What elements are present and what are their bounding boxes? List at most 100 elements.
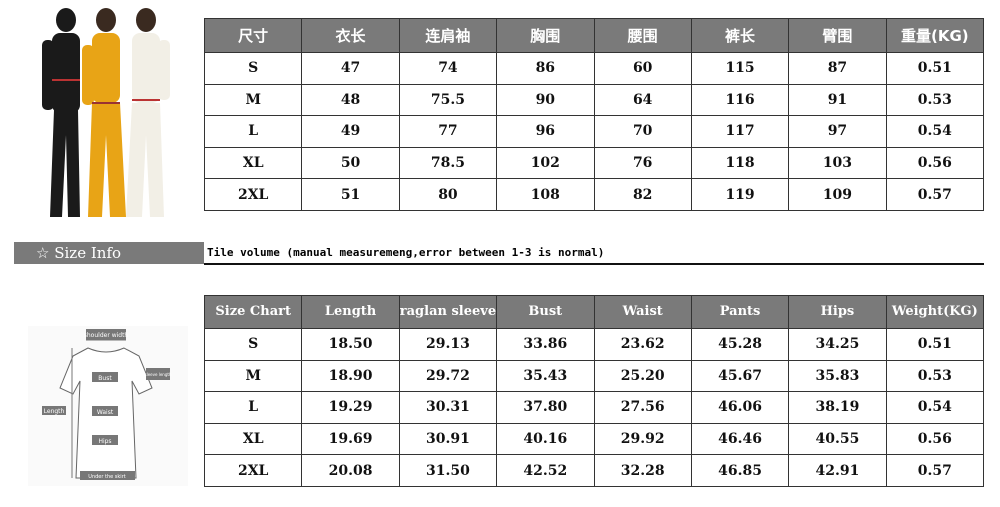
table-cell: 42.52: [496, 454, 595, 487]
table-cell: 34.25: [788, 328, 887, 361]
table-cell: 2XL: [203, 178, 303, 211]
table-cell: 18.90: [301, 359, 400, 393]
table-cell: 109: [788, 178, 887, 211]
table-cell: 23.62: [593, 328, 692, 361]
table-cell: 64: [593, 83, 692, 117]
table-cell: 0.57: [885, 178, 985, 211]
table-cell: 0.53: [885, 359, 985, 393]
header-cell: 连肩袖: [398, 18, 498, 53]
header-cell: 腰围: [593, 18, 692, 53]
table-cell: 32.28: [593, 454, 692, 487]
table-row: 2XL 20.08 31.50 42.52 32.28 46.85 42.91 0.57: [203, 454, 985, 487]
table-cell: 46.85: [690, 454, 790, 487]
table-cell: 35.43: [496, 359, 595, 393]
table-cell: S: [203, 52, 303, 85]
table-cell: M: [203, 359, 303, 393]
table-cell: 0.53: [885, 83, 985, 117]
table-cell: 2XL: [203, 454, 303, 487]
table-cell: 48: [301, 83, 400, 117]
diagram-label: shoulder width: [84, 332, 129, 339]
table-cell: 87: [788, 52, 887, 85]
table-cell: 78.5: [398, 146, 498, 180]
header-cell: 衣长: [301, 18, 400, 53]
diagram-label: sleeve length: [145, 372, 172, 377]
header-cell: 重量(KG): [885, 18, 985, 53]
table-cell: 91: [788, 83, 887, 117]
table-cell: XL: [203, 146, 303, 180]
table-cell: 50: [301, 146, 400, 180]
header-cell: 尺寸: [203, 18, 303, 53]
table-cell: 29.13: [398, 328, 498, 361]
table-cell: 18.50: [301, 328, 400, 361]
header-cell: Weight(KG): [885, 295, 985, 329]
divider: [204, 263, 984, 265]
table-cell: 49: [301, 115, 400, 148]
table-cell: 115: [690, 52, 790, 85]
table-cell: 25.20: [593, 359, 692, 393]
table-row: S 47 74 86 60 115 87 0.51: [203, 52, 985, 85]
table-cell: 86: [496, 52, 595, 85]
table-cell: 0.54: [885, 115, 985, 148]
diagram-label: Bust: [98, 375, 112, 382]
diagram-label: Length: [44, 408, 65, 415]
header-row: 尺寸 衣长 连肩袖 胸围 腰围 裤长 臂围 重量(KG): [203, 18, 985, 53]
table-cell: 70: [593, 115, 692, 148]
header-cell: Pants: [690, 295, 790, 329]
table-row: L 49 77 96 70 117 97 0.54: [203, 115, 985, 148]
diagram-label: Under the skirt: [88, 474, 125, 480]
table-cell: 0.51: [885, 328, 985, 361]
header-cell: Size Chart: [203, 295, 303, 329]
table-row: XL 50 78.5 102 76 118 103 0.56: [203, 146, 985, 180]
table-row: XL 19.69 30.91 40.16 29.92 46.46 40.55 0.56: [203, 422, 985, 456]
measurement-note: Tile volume (manual measuremeng,error be…: [207, 246, 605, 259]
header-cell: Hips: [788, 295, 887, 329]
table-cell: 82: [593, 178, 692, 211]
table-cell: 90: [496, 83, 595, 117]
garment-measurement-diagram: shoulder width sleeve length Bust Length…: [28, 326, 188, 486]
table-cell: 0.57: [885, 454, 985, 487]
table-cell: 29.92: [593, 422, 692, 456]
table-cell: 77: [398, 115, 498, 148]
table-cell: S: [203, 328, 303, 361]
table-cell: 19.29: [301, 391, 400, 424]
table-cell: 42.91: [788, 454, 887, 487]
table-cell: 103: [788, 146, 887, 180]
table-cell: 30.91: [398, 422, 498, 456]
table-cell: 46.06: [690, 391, 790, 424]
table-cell: 76: [593, 146, 692, 180]
table-cell: L: [203, 115, 303, 148]
table-cell: 46.46: [690, 422, 790, 456]
table-cell: 35.83: [788, 359, 887, 393]
table-cell: 47: [301, 52, 400, 85]
table-row: M 48 75.5 90 64 116 91 0.53: [203, 83, 985, 117]
table-cell: 117: [690, 115, 790, 148]
table-cell: 118: [690, 146, 790, 180]
table-cell: 40.55: [788, 422, 887, 456]
header-cell: Waist: [593, 295, 692, 329]
table-cell: 0.56: [885, 146, 985, 180]
header-cell: Bust: [496, 295, 595, 329]
table-cell: 51: [301, 178, 400, 211]
table-cell: 97: [788, 115, 887, 148]
table-cell: 74: [398, 52, 498, 85]
table-cell: 0.51: [885, 52, 985, 85]
table-cell: 75.5: [398, 83, 498, 117]
size-table-cm: 尺寸 衣长 连肩袖 胸围 腰围 裤长 臂围 重量(KG) S 47 74 86 60 115 87 0.51…: [203, 18, 985, 211]
size-table-inch: Size Chart Length raglan sleeve Bust Waist Pa…: [203, 295, 985, 487]
table-cell: 30.31: [398, 391, 498, 424]
header-cell: raglan sleeve: [398, 295, 498, 329]
header-row: Size Chart Length raglan sleeve Bust Waist Pa…: [203, 295, 985, 329]
size-info-label: Size Info: [54, 244, 122, 262]
table-row: S 18.50 29.13 33.86 23.62 45.28 34.25 0.51: [203, 328, 985, 361]
table-row: 2XL 51 80 108 82 119 109 0.57: [203, 178, 985, 211]
table-row: M 18.90 29.72 35.43 25.20 45.67 35.83 0.53: [203, 359, 985, 393]
table-cell: 0.56: [885, 422, 985, 456]
star-outline-icon: ☆: [36, 244, 50, 262]
size-info-bar: ☆ Size Info: [14, 242, 204, 264]
header-cell: 胸围: [496, 18, 595, 53]
table-cell: 108: [496, 178, 595, 211]
table-cell: 20.08: [301, 454, 400, 487]
table-cell: 119: [690, 178, 790, 211]
table-cell: 31.50: [398, 454, 498, 487]
table-cell: 60: [593, 52, 692, 85]
